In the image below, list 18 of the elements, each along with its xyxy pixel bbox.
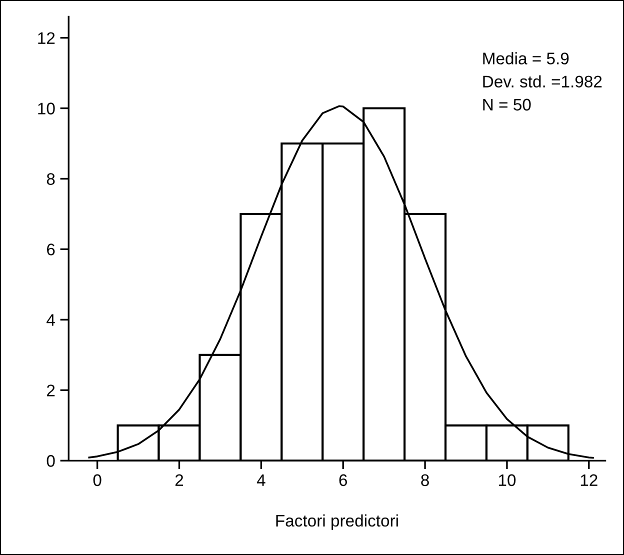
annotation: Media = 5.9: [483, 52, 569, 64]
annotation: N = 50: [483, 98, 531, 111]
x-tick-label: 12: [580, 474, 598, 486]
x-tick-label: 6: [339, 474, 348, 486]
y-tick-label: 8: [46, 173, 55, 185]
x-tick-label: 0: [93, 474, 102, 486]
x-tick-label: 2: [175, 474, 184, 486]
y-tick-label: 10: [38, 102, 55, 114]
x-axis-title: Factori predictori: [276, 514, 398, 530]
y-tick-label: 6: [47, 244, 55, 256]
annotation: Dev. std. =1.982: [483, 75, 602, 88]
y-tick-label: 0: [46, 455, 55, 467]
x-tick-label: 10: [498, 474, 516, 486]
y-tick-label: 4: [46, 314, 55, 326]
y-tick-label: 12: [38, 32, 55, 44]
x-tick-label: 8: [421, 474, 429, 486]
x-tick-label: 4: [256, 474, 266, 486]
y-tick-label: 2: [47, 384, 55, 396]
